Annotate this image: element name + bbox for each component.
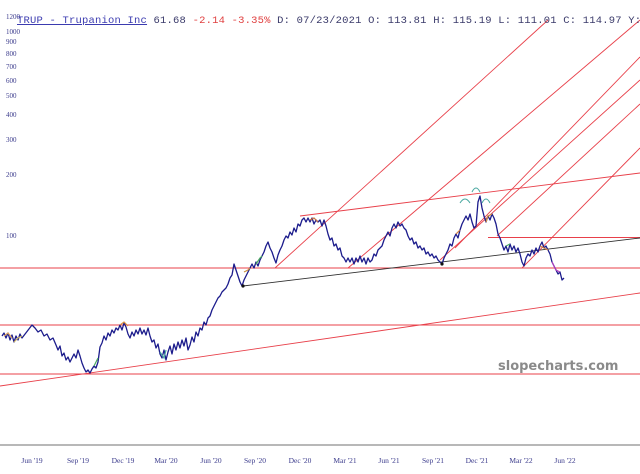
left-shoulder-arc-icon <box>459 198 471 204</box>
diagonal-6 <box>521 147 640 269</box>
x-tick-label: Dec '20 <box>288 456 312 465</box>
price-accent-segments <box>3 213 561 367</box>
right-shoulder-arc-icon <box>481 198 491 204</box>
x-tick-label: Jun '22 <box>554 456 576 465</box>
x-tick-label: Sep '21 <box>422 456 444 465</box>
bar-close: C: 114.97 <box>563 15 622 27</box>
pivot-markers <box>241 262 444 288</box>
y-tick-label: 500 <box>6 92 17 100</box>
y-tick-label: 800 <box>6 50 17 58</box>
x-tick-label: Sep '20 <box>244 456 266 465</box>
bar-date: D: 07/23/2021 <box>277 15 362 27</box>
y-tick-label: 400 <box>6 111 17 119</box>
bar-low: L: 111.01 <box>498 15 557 27</box>
ticker-title-link[interactable]: TRUP - Trupanion Inc <box>17 15 148 27</box>
y-tick-label: 100 <box>6 232 17 240</box>
last-price: 61.68 <box>153 15 187 27</box>
x-tick-label: Mar '22 <box>509 456 533 465</box>
bar-high: H: 115.19 <box>433 15 492 27</box>
quote-header: TRUP - Trupanion Inc 61.68 -2.14 -3.35% … <box>17 15 640 27</box>
x-tick-label: Dec '19 <box>111 456 135 465</box>
y-tick-label: 1000 <box>6 28 20 36</box>
x-tick-label: Mar '20 <box>154 456 178 465</box>
diagonal-5 <box>496 103 640 237</box>
x-axis-divider <box>0 444 640 446</box>
y-tick-label: 1200 <box>6 13 20 21</box>
bar-open: O: 113.81 <box>368 15 427 27</box>
diagonal-3 <box>439 79 640 261</box>
head-arc-icon <box>471 187 481 193</box>
x-tick-label: Jun '21 <box>378 456 400 465</box>
price-change-pct: -3.35% <box>231 15 271 27</box>
x-tick-label: Mar '21 <box>333 456 357 465</box>
horizontal-lines <box>0 237 640 375</box>
x-tick-label: Sep '19 <box>67 456 89 465</box>
price-line <box>1 195 565 374</box>
price-change: -2.14 <box>192 15 226 27</box>
diagonal-4 <box>454 56 640 249</box>
y-tick-label: 700 <box>6 63 17 71</box>
upper-channel-line <box>299 172 640 217</box>
black-support-trendline <box>242 237 640 287</box>
x-tick-label: Dec '21 <box>465 456 489 465</box>
y-tick-label: 600 <box>6 77 17 85</box>
y-tick-label: 200 <box>6 171 17 179</box>
long-support-trendline <box>0 292 640 387</box>
watermark: slopecharts.com <box>498 359 619 374</box>
diagonal-1 <box>274 19 549 269</box>
y-tick-label: 900 <box>6 38 17 46</box>
y-tick-label: 300 <box>6 136 17 144</box>
parallel-diagonals <box>274 19 640 269</box>
x-tick-label: Jun '20 <box>200 456 222 465</box>
head-shoulders-arcs <box>459 187 491 204</box>
x-tick-label: Jun '19 <box>21 456 43 465</box>
cursor-y-value: Y: 739.70 <box>628 15 640 27</box>
